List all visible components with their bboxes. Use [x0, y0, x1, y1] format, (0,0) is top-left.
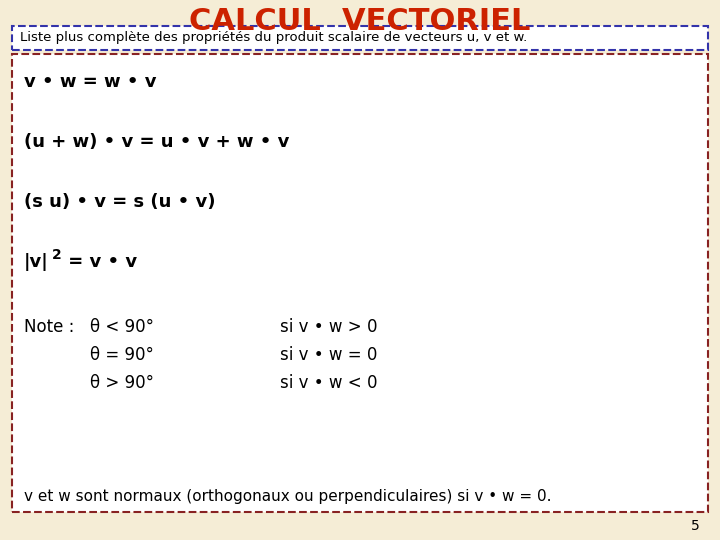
Text: |v|: |v| — [24, 253, 49, 271]
Text: θ = 90°: θ = 90° — [90, 346, 154, 364]
Text: (s u) • v = s (u • v): (s u) • v = s (u • v) — [24, 193, 215, 211]
Text: = v • v: = v • v — [62, 253, 137, 271]
Text: Liste plus complète des propriétés du produit scalaire de vecteurs u, v et w.: Liste plus complète des propriétés du pr… — [20, 31, 527, 44]
Text: θ < 90°: θ < 90° — [90, 318, 154, 336]
Text: si v • w > 0: si v • w > 0 — [280, 318, 377, 336]
Text: v • w = w • v: v • w = w • v — [24, 73, 156, 91]
Text: 2: 2 — [52, 248, 62, 262]
Text: si v • w < 0: si v • w < 0 — [280, 374, 377, 392]
Text: v et w sont normaux (orthogonaux ou perpendiculaires) si v • w = 0.: v et w sont normaux (orthogonaux ou perp… — [24, 489, 552, 503]
FancyBboxPatch shape — [12, 26, 708, 50]
Text: Note :: Note : — [24, 318, 85, 336]
Text: CALCUL  VECTORIEL: CALCUL VECTORIEL — [189, 8, 531, 37]
Text: θ > 90°: θ > 90° — [90, 374, 154, 392]
Text: (u + w) • v = u • v + w • v: (u + w) • v = u • v + w • v — [24, 133, 289, 151]
Text: si v • w = 0: si v • w = 0 — [280, 346, 377, 364]
Text: 5: 5 — [691, 519, 700, 533]
FancyBboxPatch shape — [12, 54, 708, 512]
